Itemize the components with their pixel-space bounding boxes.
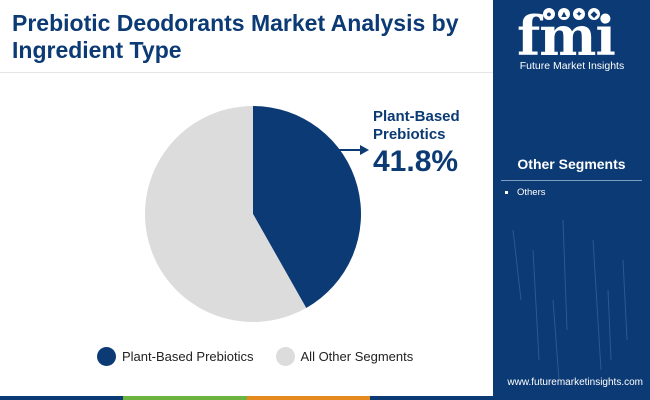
chart-legend: Plant-Based Prebiotics All Other Segment…: [97, 347, 435, 366]
bottom-color-bar: [0, 396, 493, 400]
sidebar-panel: ● ▲ ✦ ◆ fmi Future Market Insights Other…: [493, 0, 650, 400]
callout-value: 41.8%: [373, 145, 459, 178]
chart-panel: Prebiotic Deodorants Market Analysis by …: [0, 10, 493, 400]
bottom-bar-segment: [0, 396, 124, 400]
pie-chart: [144, 106, 369, 322]
segment-item-label: Others: [517, 187, 546, 198]
callout-label: Plant-Based Prebiotics: [373, 108, 460, 143]
logo-globe-icon: ●: [543, 8, 555, 20]
logo-people-icon: ◆: [588, 8, 600, 20]
segments-list: Others: [505, 186, 546, 200]
bullet-icon: [505, 190, 508, 194]
bottom-bar-segment: [123, 396, 247, 400]
pie-slice-plant-based-prebiotics: [253, 106, 361, 308]
logo-icon-row: ● ▲ ✦ ◆: [543, 8, 603, 20]
legend-label-plant-based: Plant-Based Prebiotics: [122, 349, 254, 364]
bottom-bar-segment: [369, 396, 493, 400]
logo-letters: fmi: [517, 4, 616, 68]
legend-swatch-other-segments: [275, 347, 295, 366]
legend-swatch-plant-based: [97, 347, 116, 366]
callout-arrow-icon: [360, 145, 369, 155]
legend-label-other-segments: All Other Segments: [300, 349, 414, 364]
segment-item: Others: [505, 186, 546, 200]
other-segments-title: Other Segments: [517, 156, 626, 172]
logo-chart-icon: ▲: [558, 8, 570, 20]
logo-gear-icon: ✦: [573, 8, 585, 20]
bottom-bar-segment: [246, 396, 370, 400]
background-texture: [512, 219, 628, 381]
legend-item-other-segments: All Other Segments: [275, 347, 414, 366]
website-link[interactable]: www.futuremarketinsights.com: [507, 377, 643, 388]
title-divider: [0, 72, 493, 73]
company-logo: ● ▲ ✦ ◆ fmi Future Market Insights: [507, 6, 637, 74]
segments-divider: [501, 180, 642, 181]
logo-subtitle: Future Market Insights: [519, 60, 625, 72]
chart-title: Prebiotic Deodorants Market Analysis by …: [12, 10, 459, 63]
pie-slice-all-other-segments: [144, 106, 307, 322]
legend-item-plant-based: Plant-Based Prebiotics: [97, 347, 254, 366]
